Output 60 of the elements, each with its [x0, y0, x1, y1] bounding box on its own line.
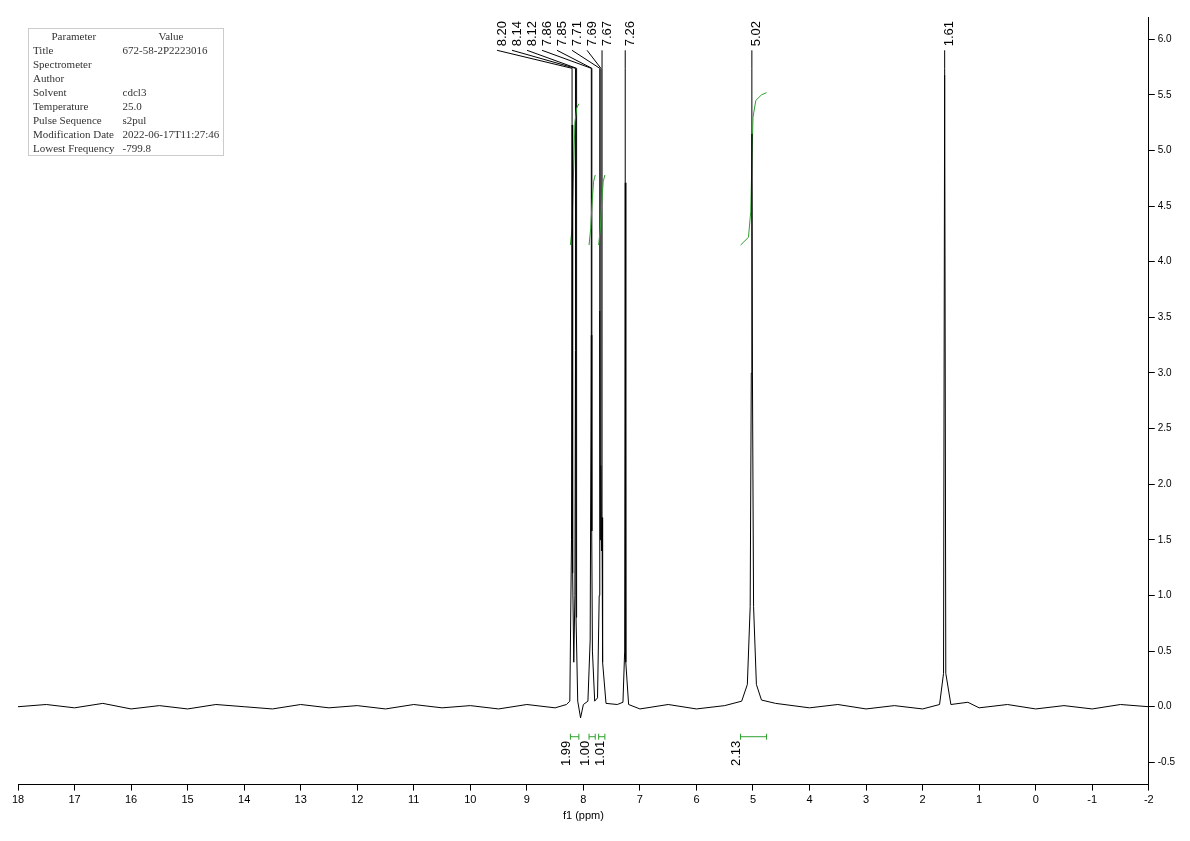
y-tick-label: 5.0 — [1157, 144, 1173, 156]
x-tick-label: 17 — [68, 793, 81, 806]
annotation: Modification Date 2022-06-17T11:27:46 — [32, 127, 221, 141]
x-tick-label: 18 — [11, 793, 25, 806]
text: Temperature 25.0 — [33, 100, 142, 112]
annotation: 1.61 — [941, 21, 957, 47]
x-axis-title: f1 (ppm) — [562, 809, 604, 822]
y-tick-label: 3.5 — [1157, 311, 1173, 323]
y-tick-label: 1.0 — [1157, 589, 1173, 601]
x-tick-label: 16 — [124, 793, 138, 806]
x-tick-label: 14 — [238, 793, 251, 806]
annotation: 7.85 — [553, 21, 569, 47]
annotation: 1.01 — [591, 740, 607, 767]
y-tick-label: -0.5 — [1157, 756, 1176, 768]
annotation: 2.13 — [728, 740, 744, 767]
x-tick-label: 7 — [636, 793, 643, 806]
annotation: 1.99 — [557, 740, 573, 767]
x-tick-label: 6 — [693, 793, 700, 806]
annotation: 1.00 — [576, 740, 592, 767]
text: Parameter Value — [51, 30, 184, 42]
y-tick-label: 6.0 — [1157, 33, 1173, 44]
text: Solvent cdcl3 — [33, 86, 147, 98]
x-tick-label: 12 — [351, 793, 364, 806]
x-tick-label: 2 — [919, 793, 926, 806]
annotation: 7.71 — [568, 21, 584, 47]
x-tick-label: 5 — [749, 793, 757, 806]
annotation: Spectrometer — [32, 57, 93, 71]
annotation: 5.02 — [748, 21, 764, 47]
x-tick-label: 3 — [863, 793, 870, 806]
annotation: Author — [32, 71, 66, 85]
x-tick-label: 13 — [294, 793, 307, 806]
y-tick-label: 2.0 — [1157, 477, 1173, 489]
x-tick-label: 10 — [464, 793, 477, 806]
x-tick-label: 15 — [181, 793, 194, 806]
text: Title 672-58-2P2223016 — [33, 44, 208, 56]
x-tick-label: -1 — [1087, 793, 1098, 806]
annotation: 8.20 — [493, 21, 509, 47]
y-tick-label: 0.0 — [1157, 700, 1173, 712]
annotation: 7.86 — [538, 21, 554, 47]
annotation: Lowest Frequency -799.8 — [32, 141, 152, 156]
text: Pulse Sequence s2pul — [33, 114, 147, 126]
y-tick-label: 0.5 — [1157, 644, 1173, 656]
y-tick-label: 1.5 — [1157, 533, 1173, 545]
y-tick-label: 5.5 — [1157, 88, 1173, 100]
x-tick-label: -2 — [1143, 793, 1154, 806]
annotation: 7.67 — [598, 21, 614, 47]
y-tick-label: 4.5 — [1157, 199, 1173, 211]
x-tick-label: 1 — [976, 793, 983, 806]
annotation: 8.12 — [523, 21, 539, 47]
annotation: 7.26 — [621, 21, 637, 47]
x-tick-label: 0 — [1032, 793, 1039, 806]
annotation: 8.14 — [508, 21, 524, 47]
x-tick-label: 11 — [408, 793, 420, 806]
x-tick-label: 8 — [580, 793, 587, 806]
x-tick-label: 4 — [806, 793, 813, 806]
y-tick-label: 3.0 — [1157, 366, 1173, 378]
y-tick-label: 4.0 — [1157, 255, 1173, 267]
y-tick-label: 2.5 — [1157, 422, 1173, 434]
annotation: 7.69 — [583, 21, 599, 47]
x-tick-label: 9 — [523, 793, 530, 806]
